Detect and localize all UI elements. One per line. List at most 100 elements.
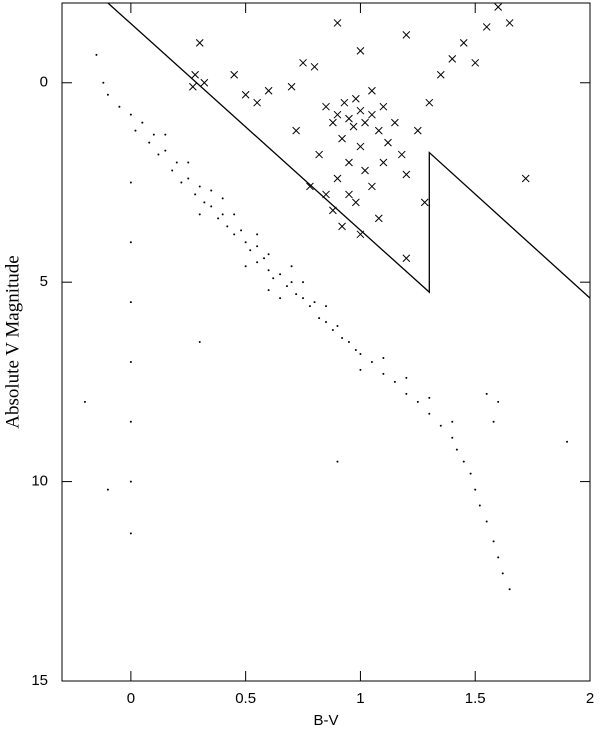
boundary-line — [107, 2, 591, 299]
cross-point — [310, 62, 319, 71]
cross-stroke — [340, 98, 349, 107]
star-dot — [341, 337, 344, 340]
cross-stroke — [253, 98, 261, 107]
cross-point — [333, 19, 342, 27]
cross-stroke — [402, 170, 411, 179]
y-tick-label: 5 — [40, 273, 48, 290]
star-dot — [382, 372, 385, 375]
cross-point — [338, 134, 346, 143]
cross-point — [200, 78, 209, 87]
cross-point — [374, 126, 383, 135]
cross-point — [356, 142, 365, 151]
cross-stroke — [391, 118, 399, 127]
star-dot — [95, 53, 98, 56]
cross-stroke — [494, 3, 503, 11]
cross-stroke — [361, 166, 369, 175]
cross-stroke — [448, 54, 457, 63]
cross-stroke — [420, 198, 429, 207]
star-dot — [492, 540, 495, 543]
cross-stroke — [356, 47, 365, 55]
y-tick-label: 0 — [40, 74, 48, 91]
cross-stroke — [384, 138, 392, 147]
star-dot — [175, 161, 178, 164]
star-dot — [171, 169, 174, 172]
star-dot — [469, 472, 472, 475]
star-dot — [382, 356, 385, 359]
x-tick-label: 1.5 — [465, 690, 486, 707]
cross-point — [413, 126, 422, 135]
star-dot — [325, 305, 327, 308]
cross-point — [425, 98, 434, 107]
star-dot — [203, 201, 206, 204]
star-dot — [336, 460, 339, 463]
star-dot — [566, 440, 569, 443]
star-dot — [336, 325, 339, 328]
star-dot — [233, 233, 236, 236]
star-dot — [249, 249, 252, 252]
star-dot — [244, 265, 247, 268]
cross-point — [345, 158, 353, 167]
cross-point — [188, 82, 197, 91]
star-dot — [164, 133, 167, 136]
x-axis-label: B-V — [313, 712, 338, 729]
cross-point — [356, 47, 365, 55]
cross-point — [351, 198, 360, 207]
y-tick-label: 15 — [31, 672, 48, 689]
star-dot — [428, 412, 431, 415]
star-dot — [134, 129, 137, 132]
star-dot — [129, 532, 132, 535]
star-dot — [416, 400, 419, 403]
cross-point — [368, 86, 376, 95]
cross-point — [253, 98, 261, 107]
star-dot — [83, 400, 86, 403]
cross-point — [521, 174, 530, 183]
star-dot — [318, 317, 321, 320]
cross-point — [361, 118, 369, 127]
cross-stroke — [322, 102, 330, 111]
cross-stroke — [368, 182, 376, 191]
star-dot — [497, 556, 500, 559]
cross-point — [340, 98, 349, 107]
cross-stroke — [436, 70, 445, 79]
cross-point — [287, 82, 296, 91]
cross-stroke — [351, 94, 360, 103]
x-tick-label: 1 — [356, 690, 364, 707]
star-dot — [233, 213, 236, 216]
star-dot — [129, 301, 132, 304]
cross-stroke — [402, 254, 411, 263]
star-dot — [256, 261, 259, 264]
cross-point — [241, 90, 250, 99]
cross-stroke — [264, 86, 273, 95]
cross-stroke — [505, 19, 514, 27]
cross-point — [306, 182, 314, 191]
cross-point — [391, 118, 399, 127]
cross-point — [505, 19, 514, 27]
cross-stroke — [230, 70, 239, 79]
star-dot — [256, 233, 259, 236]
cross-stroke — [374, 126, 383, 135]
cross-point — [494, 3, 503, 11]
cross-point — [315, 150, 323, 159]
star-dot — [393, 380, 396, 383]
star-dot — [354, 348, 357, 351]
cross-stroke — [482, 23, 491, 31]
star-dot — [129, 113, 132, 116]
cross-point — [264, 86, 273, 95]
cross-stroke — [345, 114, 353, 123]
cross-stroke — [329, 118, 337, 127]
cross-point — [292, 126, 301, 135]
star-dot — [263, 257, 266, 260]
star-dot — [240, 229, 243, 232]
star-dot — [148, 141, 151, 144]
cross-point — [368, 110, 376, 119]
star-dot — [455, 448, 458, 451]
cross-stroke — [188, 82, 197, 91]
star-dot — [439, 424, 442, 427]
star-dot — [359, 368, 362, 371]
cross-point — [384, 138, 392, 147]
cross-stroke — [379, 102, 388, 111]
cross-stroke — [195, 39, 204, 47]
star-dot — [451, 420, 454, 423]
star-dot — [194, 193, 197, 196]
